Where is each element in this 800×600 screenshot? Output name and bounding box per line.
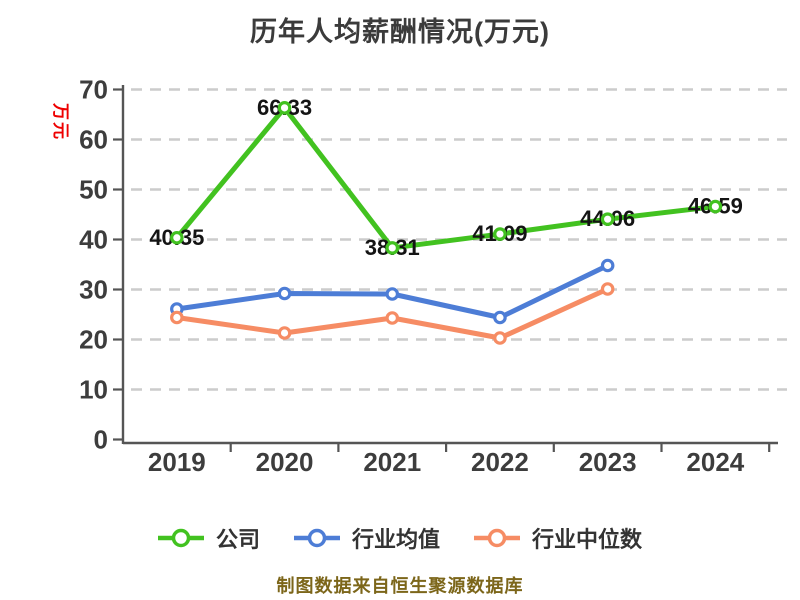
series-value-labels: 40.3566.3338.3141.0944.0646.59 xyxy=(149,95,743,260)
data-point xyxy=(385,241,400,255)
chart-title: 历年人均薪酬情况(万元) xyxy=(250,17,550,47)
x-tick-label: 2019 xyxy=(148,447,206,477)
data-point xyxy=(708,199,723,214)
legend-item-行业中位数: 行业中位数 xyxy=(474,522,642,554)
x-tick-label: 2023 xyxy=(579,447,637,477)
y-tick-label: 0 xyxy=(94,425,108,455)
legend-marker-icon xyxy=(157,528,204,548)
y-tick-label: 10 xyxy=(79,375,108,405)
data-point xyxy=(600,212,615,226)
series-markers-行业中位数 xyxy=(170,282,615,345)
legend: 公司 行业均值 行业中位数 xyxy=(0,522,800,554)
y-tick-label: 50 xyxy=(79,175,108,205)
y-tick-label: 60 xyxy=(79,125,108,155)
x-tick-label: 2024 xyxy=(686,447,744,477)
data-point xyxy=(385,311,400,325)
legend-label: 公司 xyxy=(215,527,260,552)
legend-label: 行业均值 xyxy=(351,527,440,552)
legend-item-行业均值: 行业均值 xyxy=(293,522,440,554)
data-point xyxy=(277,286,292,301)
x-tick-label: 2021 xyxy=(363,447,421,477)
data-point xyxy=(277,101,292,115)
y-tick-label: 40 xyxy=(79,225,108,255)
legend-marker-icon xyxy=(293,528,340,548)
x-tick-label: 2022 xyxy=(471,447,529,477)
x-axis: 2019 2020 2021 2022 2023 2024 xyxy=(123,441,778,477)
series-line-公司 xyxy=(174,105,718,251)
data-point xyxy=(277,326,292,340)
legend-marker-icon xyxy=(474,528,520,548)
y-tick-label: 70 xyxy=(79,75,108,105)
data-point xyxy=(493,227,507,241)
legend-label: 行业中位数 xyxy=(532,527,643,552)
legend-item-公司: 公司 xyxy=(157,522,260,554)
data-point xyxy=(493,310,507,325)
data-point xyxy=(170,230,184,245)
y-tick-label: 30 xyxy=(79,275,108,305)
y-axis: 0 10 20 30 40 50 60 70 xyxy=(79,75,125,455)
y-tick-label: 20 xyxy=(79,325,108,355)
data-point xyxy=(493,331,507,345)
x-tick-label: 2020 xyxy=(256,447,314,477)
series-markers-公司 xyxy=(170,101,723,255)
data-point xyxy=(385,287,400,301)
data-point xyxy=(600,258,615,273)
data-point xyxy=(170,310,184,325)
data-point xyxy=(600,282,615,296)
data-source-note: 制图数据来自恒生聚源数据库 xyxy=(276,576,524,596)
